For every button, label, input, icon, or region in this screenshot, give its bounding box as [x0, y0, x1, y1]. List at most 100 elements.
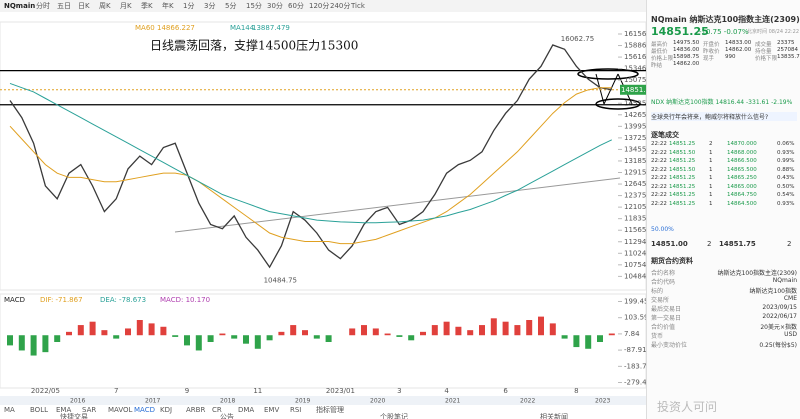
period-tab[interactable]: 15分	[246, 1, 262, 10]
y-tick-label: 15075.96	[624, 76, 646, 84]
time: 22:22	[651, 183, 667, 190]
period-tab[interactable]: 1分	[183, 1, 194, 10]
indicator-tab[interactable]: MACD	[134, 406, 155, 414]
macd-bar	[66, 331, 72, 336]
indicator-tab[interactable]: MA	[4, 406, 15, 414]
stat-value: 257084	[777, 47, 798, 53]
macd-bar	[361, 325, 367, 336]
info-label: 合约名称	[651, 270, 676, 277]
indicator-tab[interactable]: KDJ	[160, 406, 172, 414]
period-tab[interactable]: 30分	[267, 1, 283, 10]
chart-area: NQmain 分时 五日 日K 周K 月K 季K 年K 1分 3分 5分 15分 30分 60分 120分 2…	[0, 0, 646, 419]
macd-bar	[514, 325, 521, 336]
footer-tab[interactable]: 个股笔记	[380, 412, 408, 419]
footer-tab[interactable]: 相关新闻	[540, 412, 568, 419]
ask: 14851.75	[719, 240, 756, 248]
indicator-tab[interactable]: EMA	[56, 406, 71, 414]
period-tab[interactable]: 周K	[99, 2, 111, 10]
period-tab[interactable]: 日K	[78, 2, 90, 10]
y-tick-label: 12375.25	[624, 192, 646, 200]
indicator-tab[interactable]: CR	[212, 406, 222, 414]
stat-label: 价格上限	[651, 56, 674, 62]
period-tab[interactable]: 5分	[225, 1, 236, 10]
indicator-tab[interactable]: RSI	[290, 406, 301, 414]
low-label: 10484.75	[264, 276, 297, 284]
macd-bar	[89, 321, 96, 336]
bid-qty: 2	[707, 240, 712, 248]
x-tick-label: 2022/05	[31, 387, 60, 395]
trend-line	[174, 177, 621, 233]
indicator-tab[interactable]: DMA	[238, 406, 254, 414]
info-value: 0.25(每份$5)	[759, 342, 797, 349]
price-line	[9, 82, 613, 224]
macd-bar	[431, 325, 438, 336]
x-tick-label: 2023/01	[326, 387, 355, 395]
period-tab[interactable]: 60分	[288, 1, 304, 10]
y-tick-label: 11024.89	[624, 249, 646, 257]
indicator-tab[interactable]: SAR	[82, 406, 96, 414]
y-tick-label: 7.84	[624, 330, 640, 338]
period-tab[interactable]: 季K	[141, 1, 153, 10]
stat-label: 昨结	[651, 63, 663, 69]
banner[interactable]: 全球央行年会将来，鲍威尔将释放什么信号?	[651, 112, 797, 121]
trade-price: 14851.50	[669, 166, 696, 173]
macd-bar	[231, 335, 238, 339]
overview-label: 2019	[295, 398, 310, 405]
price-line	[9, 87, 612, 245]
stat-value: 990	[725, 54, 736, 60]
indicator-tab[interactable]: 指标管理	[316, 405, 344, 414]
y-tick-label: 14535.82	[624, 99, 646, 107]
trade-price: 14851.25	[669, 192, 696, 198]
y-tick-label: -87.91	[624, 346, 646, 354]
annotation: 日线震荡回落，支撑14500压力15300	[150, 38, 358, 53]
macd-bar	[30, 335, 37, 356]
indicator-tab[interactable]: MAVOL	[108, 406, 133, 414]
indicator-tab[interactable]: BOLL	[30, 406, 48, 414]
footer-tab[interactable]: 公告	[220, 412, 234, 419]
stat-value: 14975.50	[673, 40, 700, 46]
y-tick-label: 12645.32	[624, 180, 646, 188]
book-pct: 0.99%	[777, 158, 795, 164]
stat-label: 现手	[703, 56, 715, 62]
y-tick-label: 10484.75	[624, 272, 646, 280]
symbol: NQmain	[4, 2, 35, 10]
book-pct: 0.54%	[777, 192, 795, 198]
macd-panel	[0, 293, 646, 389]
book-price: 14866.500	[727, 158, 757, 164]
info-value: NQmain	[772, 277, 797, 284]
time: 22:22	[651, 200, 667, 207]
stat-label: 持仓量	[755, 49, 772, 55]
watermark: 投资人可问	[657, 400, 718, 414]
trade-qty: 1	[709, 183, 713, 190]
macd-bar	[148, 323, 155, 336]
drawn-ellipse	[577, 68, 639, 80]
indicator-tab[interactable]: EMV	[264, 406, 279, 414]
period-tab[interactable]: 240分	[330, 1, 350, 10]
period-tab[interactable]: 120分	[309, 1, 329, 10]
period-tab[interactable]: Tick	[350, 2, 366, 10]
macd-bar	[278, 331, 285, 336]
book-pct: 0.06%	[777, 141, 795, 147]
info-label: 第一交易日	[651, 315, 682, 322]
period-tab[interactable]: 五日	[57, 2, 71, 10]
macd-bar	[372, 328, 379, 336]
time: 22:22	[651, 141, 667, 147]
period-tab[interactable]: 3分	[204, 1, 215, 10]
macd-bar	[42, 335, 49, 353]
period-tab[interactable]: 年K	[162, 1, 174, 10]
stat-value: 14862.00	[725, 47, 752, 53]
overview-label: 2016	[70, 398, 85, 405]
footer-tab[interactable]: 快捷交易	[60, 412, 88, 419]
macd-bar	[608, 333, 615, 336]
change: -10.75 -0.07%	[699, 28, 749, 36]
y-tick-label: -279.41	[624, 379, 646, 387]
book-price: 14865.250	[727, 175, 757, 181]
macd-bar	[490, 318, 497, 336]
macd-bar	[325, 335, 332, 342]
indicator-tab[interactable]: ARBR	[186, 406, 205, 414]
period-tab[interactable]: 分时	[36, 1, 50, 10]
macd-bar	[207, 335, 214, 342]
stat-value: 14833.00	[725, 40, 752, 46]
y-tick-label: 15346.03	[624, 65, 646, 73]
period-tab[interactable]: 月K	[120, 2, 132, 10]
